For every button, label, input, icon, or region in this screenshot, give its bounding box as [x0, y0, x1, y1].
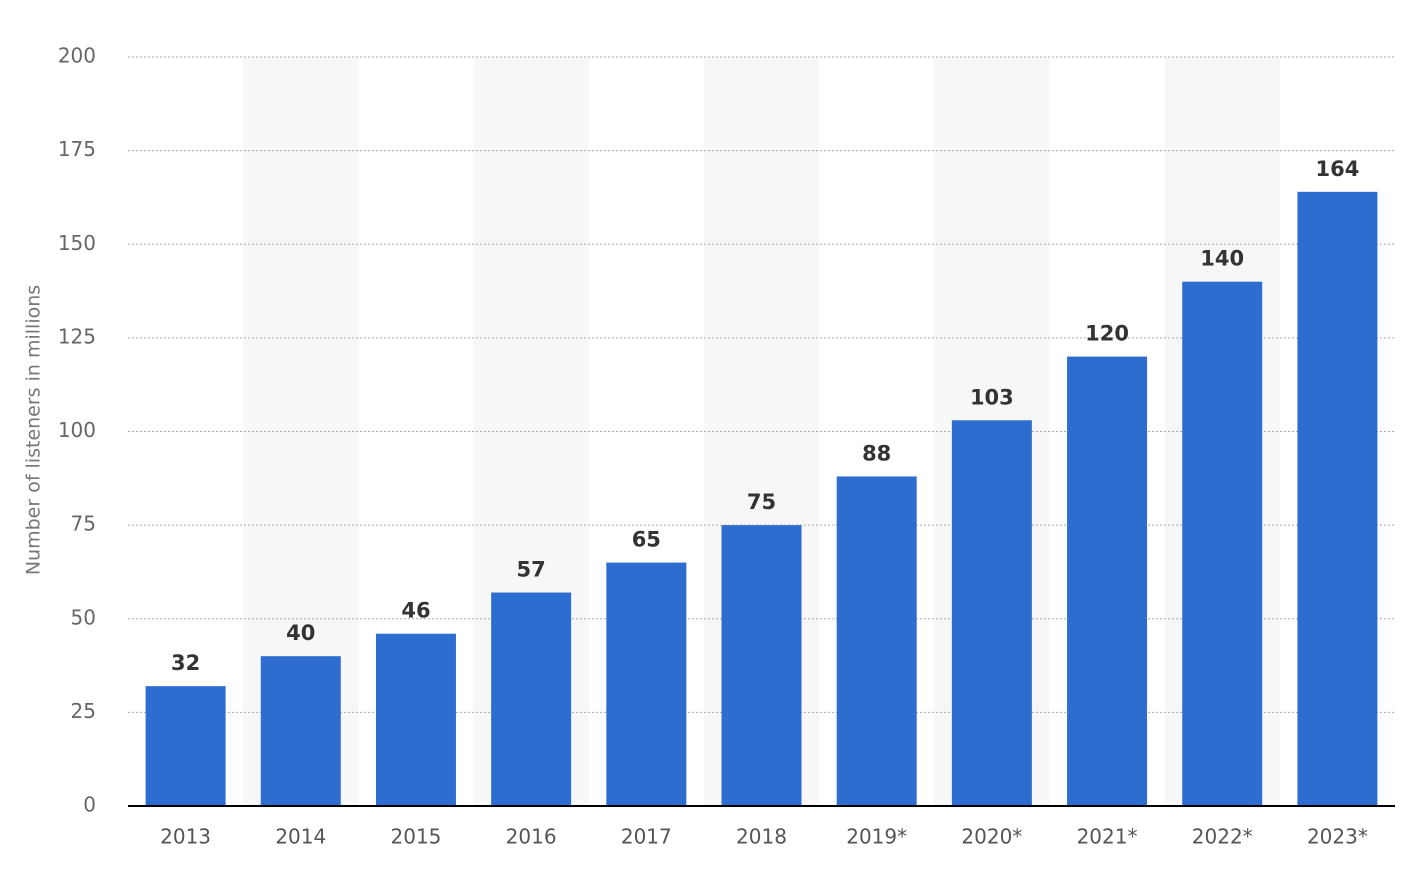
x-tick-label: 2023* [1307, 825, 1368, 849]
bar [145, 686, 226, 806]
bar [1067, 356, 1148, 806]
bar [375, 633, 456, 806]
y-axis-label: Number of listeners in millions [23, 285, 45, 575]
value-label: 46 [401, 599, 430, 623]
value-label: 103 [970, 385, 1014, 409]
y-tick-label: 75 [71, 512, 96, 536]
value-label: 40 [286, 621, 315, 645]
y-tick-label: 100 [58, 418, 96, 442]
y-tick-label: 150 [58, 231, 96, 255]
bar [491, 592, 572, 806]
y-tick-label: 125 [58, 324, 96, 348]
value-label: 140 [1200, 247, 1244, 271]
y-tick-label: 0 [83, 793, 96, 817]
x-tick-label: 2018 [736, 825, 787, 849]
value-label: 75 [747, 490, 776, 514]
value-label: 32 [171, 651, 200, 675]
x-tick-label: 2014 [275, 825, 326, 849]
bar [606, 562, 687, 806]
value-label: 88 [862, 441, 891, 465]
x-tick-label: 2017 [621, 825, 672, 849]
x-tick-label: 2015 [391, 825, 442, 849]
bar [721, 525, 802, 806]
bar [836, 476, 917, 806]
bar [1297, 191, 1378, 806]
value-label: 164 [1315, 157, 1359, 181]
x-tick-label: 2016 [506, 825, 557, 849]
y-tick-label: 25 [71, 699, 96, 723]
value-label: 120 [1085, 322, 1129, 346]
y-tick-label: 50 [71, 605, 96, 629]
x-tick-label: 2019* [846, 825, 907, 849]
x-tick-label: 2013 [160, 825, 211, 849]
bar [951, 420, 1032, 806]
value-label: 57 [517, 558, 546, 582]
bar [260, 656, 341, 806]
x-tick-label: 2022* [1192, 825, 1253, 849]
x-tick-label: 2020* [961, 825, 1022, 849]
y-tick-label: 200 [58, 44, 96, 68]
y-tick-label: 175 [58, 137, 96, 161]
bar [1182, 281, 1263, 806]
value-label: 65 [632, 528, 661, 552]
x-tick-label: 2021* [1077, 825, 1138, 849]
